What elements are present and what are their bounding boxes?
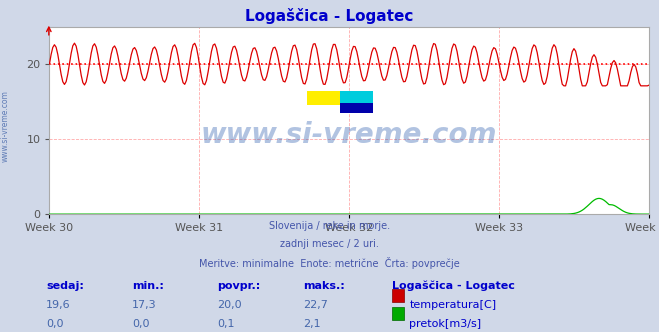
Text: Logaščica - Logatec: Logaščica - Logatec xyxy=(245,8,414,24)
Text: sedaj:: sedaj: xyxy=(46,281,84,290)
Text: 20,0: 20,0 xyxy=(217,300,242,310)
Text: zadnji mesec / 2 uri.: zadnji mesec / 2 uri. xyxy=(280,239,379,249)
Text: 22,7: 22,7 xyxy=(303,300,328,310)
Bar xyxy=(307,91,340,105)
Text: www.si-vreme.com: www.si-vreme.com xyxy=(1,90,10,162)
Text: Logaščica - Logatec: Logaščica - Logatec xyxy=(392,281,515,291)
Text: Meritve: minimalne  Enote: metrične  Črta: povprečje: Meritve: minimalne Enote: metrične Črta:… xyxy=(199,257,460,269)
Text: pretok[m3/s]: pretok[m3/s] xyxy=(409,319,481,329)
Text: 0,0: 0,0 xyxy=(46,319,64,329)
Text: 2,1: 2,1 xyxy=(303,319,321,329)
Text: 0,0: 0,0 xyxy=(132,319,150,329)
Bar xyxy=(340,91,373,105)
Text: temperatura[C]: temperatura[C] xyxy=(409,300,496,310)
Text: 19,6: 19,6 xyxy=(46,300,71,310)
Text: 0,1: 0,1 xyxy=(217,319,235,329)
Bar xyxy=(340,103,373,113)
Text: maks.:: maks.: xyxy=(303,281,345,290)
Text: min.:: min.: xyxy=(132,281,163,290)
Text: povpr.:: povpr.: xyxy=(217,281,261,290)
Text: www.si-vreme.com: www.si-vreme.com xyxy=(201,122,498,149)
Text: 17,3: 17,3 xyxy=(132,300,156,310)
Text: Slovenija / reke in morje.: Slovenija / reke in morje. xyxy=(269,221,390,231)
